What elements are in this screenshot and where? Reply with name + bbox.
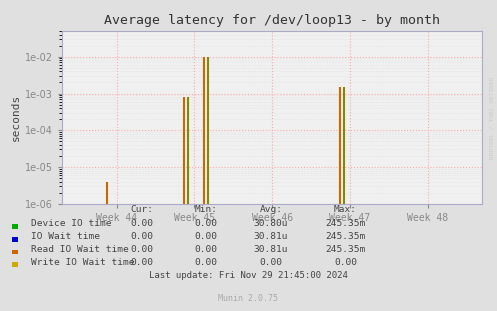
Text: 0.00: 0.00 xyxy=(195,245,218,254)
Text: 30.81u: 30.81u xyxy=(253,245,288,254)
Title: Average latency for /dev/loop13 - by month: Average latency for /dev/loop13 - by mon… xyxy=(104,14,440,27)
Text: Write IO Wait time: Write IO Wait time xyxy=(31,258,134,267)
Text: Max:: Max: xyxy=(334,205,357,214)
Text: 0.00: 0.00 xyxy=(259,258,282,267)
Text: Avg:: Avg: xyxy=(259,205,282,214)
Text: 245.35m: 245.35m xyxy=(326,232,365,241)
Text: 0.00: 0.00 xyxy=(130,232,153,241)
Text: Device IO time: Device IO time xyxy=(31,219,111,228)
Text: Munin 2.0.75: Munin 2.0.75 xyxy=(219,294,278,303)
Text: 0.00: 0.00 xyxy=(334,258,357,267)
Text: 0.00: 0.00 xyxy=(130,258,153,267)
Text: 0.00: 0.00 xyxy=(195,219,218,228)
Text: RRDTOOL / TOBI OETIKER: RRDTOOL / TOBI OETIKER xyxy=(490,77,495,160)
Text: 245.35m: 245.35m xyxy=(326,245,365,254)
Y-axis label: seconds: seconds xyxy=(11,94,21,141)
Text: 0.00: 0.00 xyxy=(195,232,218,241)
Text: Cur:: Cur: xyxy=(130,205,153,214)
Text: 245.35m: 245.35m xyxy=(326,219,365,228)
Text: Last update: Fri Nov 29 21:45:00 2024: Last update: Fri Nov 29 21:45:00 2024 xyxy=(149,271,348,280)
Text: Read IO Wait time: Read IO Wait time xyxy=(31,245,129,254)
Text: 0.00: 0.00 xyxy=(195,258,218,267)
Text: Min:: Min: xyxy=(195,205,218,214)
Text: 30.80u: 30.80u xyxy=(253,219,288,228)
Text: 0.00: 0.00 xyxy=(130,245,153,254)
Text: 30.81u: 30.81u xyxy=(253,232,288,241)
Text: IO Wait time: IO Wait time xyxy=(31,232,100,241)
Text: 0.00: 0.00 xyxy=(130,219,153,228)
